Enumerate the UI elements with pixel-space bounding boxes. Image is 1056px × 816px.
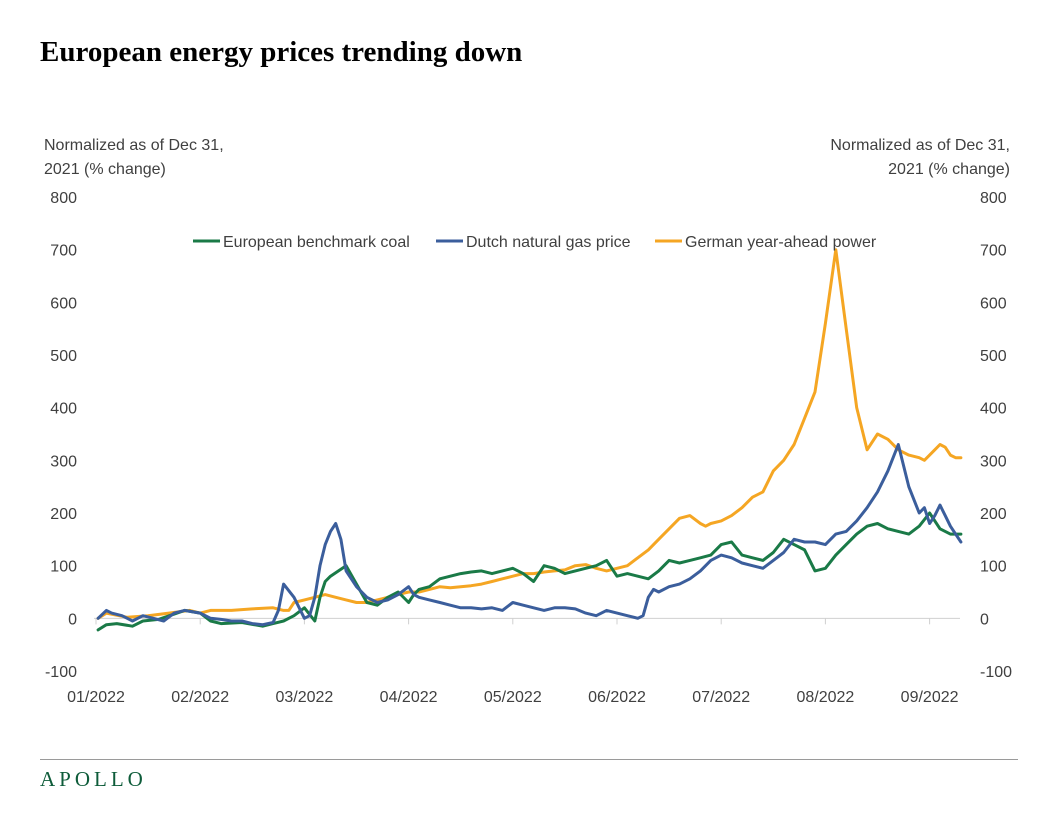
left-axis-title: Normalized as of Dec 31, 2021 (% change) bbox=[44, 137, 224, 178]
y-tick-label-left: -100 bbox=[45, 664, 77, 681]
series-line-1 bbox=[96, 443, 963, 627]
legend-label: European benchmark coal bbox=[223, 234, 410, 251]
x-tick-label: 02/2022 bbox=[171, 689, 229, 706]
y-tick-label-left: 800 bbox=[50, 190, 77, 207]
y-tick-label-right: 0 bbox=[980, 611, 989, 628]
chart-title: European energy prices trending down bbox=[40, 36, 523, 68]
y-tick-label-right: 600 bbox=[980, 295, 1007, 312]
footer-divider bbox=[40, 759, 1018, 760]
y-tick-label-left: 700 bbox=[50, 243, 77, 260]
series-line-2 bbox=[96, 248, 963, 620]
legend: European benchmark coal Dutch natural gas… bbox=[193, 234, 877, 251]
y-tick-label-right: 500 bbox=[980, 348, 1007, 365]
y-tick-label-right: 700 bbox=[980, 243, 1007, 260]
x-tick-label: 08/2022 bbox=[796, 689, 854, 706]
y-tick-label-right: -100 bbox=[980, 664, 1012, 681]
x-tick-label: 03/2022 bbox=[275, 689, 333, 706]
left-y-tick-labels: -100 0 100 200 300 400 500 600 700 800 bbox=[45, 190, 77, 681]
x-tick-label: 09/2022 bbox=[901, 689, 959, 706]
y-tick-label-left: 600 bbox=[50, 295, 77, 312]
y-tick-label-left: 200 bbox=[50, 506, 77, 523]
apollo-logo: APOLLO bbox=[40, 767, 147, 791]
series-lines bbox=[96, 248, 963, 632]
y-tick-label-left: 500 bbox=[50, 348, 77, 365]
x-tick-label: 05/2022 bbox=[484, 689, 542, 706]
y-tick-label-left: 300 bbox=[50, 453, 77, 470]
y-tick-label-right: 300 bbox=[980, 453, 1007, 470]
legend-label: German year-ahead power bbox=[685, 234, 877, 251]
y-tick-label-left: 100 bbox=[50, 559, 77, 576]
x-tick-label: 01/2022 bbox=[67, 689, 125, 706]
legend-label: Dutch natural gas price bbox=[466, 234, 631, 251]
y-tick-label-right: 100 bbox=[980, 559, 1007, 576]
y-tick-label-right: 200 bbox=[980, 506, 1007, 523]
series-line-0 bbox=[96, 511, 963, 632]
y-tick-label-right: 800 bbox=[980, 190, 1007, 207]
y-tick-label-left: 400 bbox=[50, 401, 77, 418]
y-tick-label-right: 400 bbox=[980, 401, 1007, 418]
x-tick-label: 04/2022 bbox=[380, 689, 438, 706]
x-tick-label: 07/2022 bbox=[692, 689, 750, 706]
right-axis-title: Normalized as of Dec 31, 2021 (% change) bbox=[830, 137, 1010, 178]
y-tick-label-left: 0 bbox=[68, 611, 77, 628]
x-axis: 01/2022 02/2022 03/2022 04/2022 05/2022 06/20… bbox=[67, 617, 960, 706]
x-tick-label: 06/2022 bbox=[588, 689, 646, 706]
right-y-tick-labels: -100 0 100 200 300 400 500 600 700 800 bbox=[980, 190, 1012, 681]
